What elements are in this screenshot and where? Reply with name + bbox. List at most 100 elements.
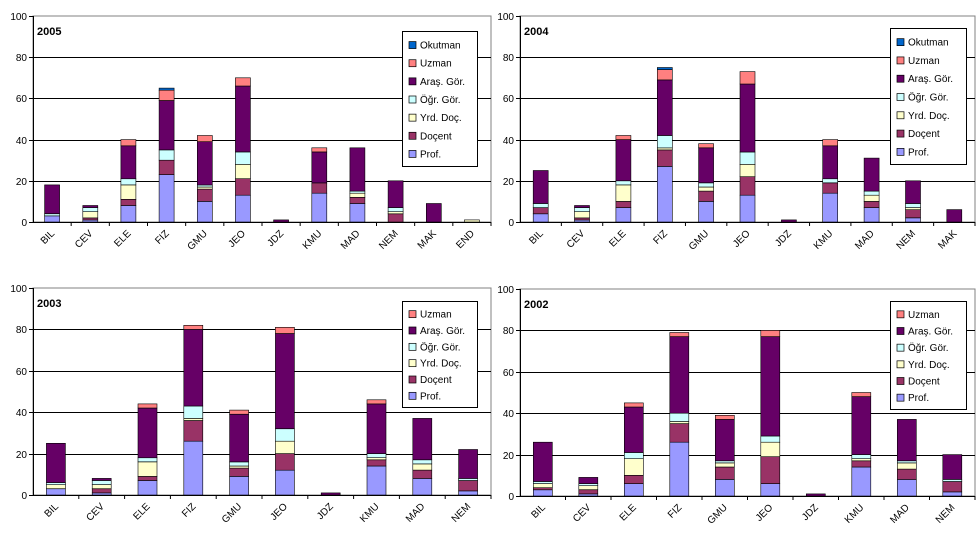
bar-segment xyxy=(412,459,433,465)
bar-segment xyxy=(574,217,590,221)
y-tick-label: 80 xyxy=(503,326,515,337)
legend-swatch xyxy=(896,343,905,352)
y-tick-label: 80 xyxy=(16,325,28,336)
bar-segment xyxy=(275,428,295,442)
bar-segment xyxy=(739,151,756,165)
bar-segment xyxy=(229,461,249,467)
legend-label: Yrd. Doç. xyxy=(420,113,462,124)
bar-segment xyxy=(669,332,690,337)
bar-segment xyxy=(822,192,839,223)
bar-segment xyxy=(387,180,404,208)
legend-swatch xyxy=(408,59,417,68)
bar-segment xyxy=(863,190,880,196)
bar-segment xyxy=(623,474,644,484)
bar-segment xyxy=(197,188,213,202)
legend-swatch xyxy=(896,111,905,120)
x-tick-label: MAK xyxy=(936,228,959,251)
x-tick-label: CEV xyxy=(73,228,96,251)
legend-swatch xyxy=(408,150,417,158)
bar-segment xyxy=(44,184,60,214)
bar-segment xyxy=(656,79,673,136)
bar-segment xyxy=(387,207,404,213)
bar-segment xyxy=(366,457,387,461)
x-tick-label: MAD xyxy=(339,228,363,252)
bar-segment xyxy=(183,324,204,330)
legend-label: Araş. Gör. xyxy=(908,74,953,85)
legend-label: Uzman xyxy=(420,310,452,321)
x-tick-label: MAD xyxy=(888,502,912,526)
bar-segment xyxy=(120,145,137,180)
bar-segment xyxy=(863,194,880,202)
x-tick-label: JEO xyxy=(731,228,753,250)
bar-segment xyxy=(532,441,553,482)
bar-segment xyxy=(532,213,549,223)
bar-segment xyxy=(714,414,735,420)
legend-label: Uzman xyxy=(908,56,940,67)
bar-segment xyxy=(349,147,366,192)
bar-segment xyxy=(656,166,673,223)
legend-swatch xyxy=(896,148,905,156)
x-tick-label: ELE xyxy=(131,501,152,522)
legend: Uzman Araş. Gör. Öğr. Gör. Yrd. Doç. Doçent P… xyxy=(890,301,967,410)
y-tick-label: 20 xyxy=(16,177,28,188)
x-tick-label: BIL xyxy=(527,228,546,247)
y-tick-label: 80 xyxy=(503,53,515,64)
bar-segment xyxy=(91,492,112,496)
bar-segment xyxy=(698,182,714,188)
bar-segment xyxy=(532,483,553,489)
bar-segment xyxy=(851,458,872,462)
bar-segment xyxy=(656,149,673,167)
bar-segment xyxy=(669,412,690,422)
bar-segment xyxy=(183,329,204,407)
bar-segment xyxy=(235,77,251,87)
x-tick-label: FIZ xyxy=(153,228,171,246)
chart-title: 2005 xyxy=(37,26,61,38)
x-tick-label: JEO xyxy=(227,228,249,250)
bar-segment xyxy=(82,211,99,219)
bar-segment xyxy=(275,453,295,471)
bar-segment xyxy=(158,87,175,91)
bar-segment xyxy=(229,465,249,469)
bar-segment xyxy=(574,211,590,219)
bar-segment xyxy=(615,184,632,202)
bar-segment xyxy=(44,215,60,223)
bar-segment xyxy=(349,203,366,223)
bar-segment xyxy=(851,392,872,397)
legend-swatch xyxy=(408,41,417,49)
bar-segment xyxy=(158,174,175,223)
legend: Okutman Uzman Araş. Gör. Öğr. Gör. Yrd. Doç.… xyxy=(402,31,478,167)
legend-swatch xyxy=(408,310,417,319)
bar-segment xyxy=(578,483,599,487)
legend-label: Öğr. Gör. xyxy=(420,94,461,106)
legend-box xyxy=(402,301,478,408)
bar-segment xyxy=(158,100,175,151)
bar-segment xyxy=(623,483,644,497)
bar-segment xyxy=(946,209,963,223)
bar-segment xyxy=(458,449,478,479)
legend-label: Araş. Gör. xyxy=(420,326,465,337)
y-tick-label: 20 xyxy=(503,177,515,188)
y-tick-label: 100 xyxy=(10,12,27,23)
bar-segment xyxy=(120,178,137,186)
chart-2003: 0 20 40 60 80 100 BIL CEV ELE FIZ GMU JEO JDZ KMU MAD N… xyxy=(10,284,492,526)
bar-segment xyxy=(44,213,60,217)
x-tick-label: JDZ xyxy=(800,502,821,523)
bar-segment xyxy=(656,69,673,81)
bar-segment xyxy=(82,205,99,208)
y-tick-label: 20 xyxy=(503,451,515,462)
bar-segment xyxy=(235,194,251,223)
x-tick-label: BIL xyxy=(39,228,58,247)
bar-segment xyxy=(235,178,251,196)
bar-segment xyxy=(412,463,433,471)
y-tick-label: 60 xyxy=(503,368,515,379)
bar-segment xyxy=(851,466,872,497)
bar-segment xyxy=(532,203,549,208)
bar-segment xyxy=(822,145,839,180)
x-tick-label: GMU xyxy=(706,502,730,526)
bar-segment xyxy=(275,469,295,496)
x-tick-label: CEV xyxy=(571,502,594,525)
bar-segment xyxy=(349,190,366,194)
bar-segment xyxy=(760,435,781,443)
legend-label: Yrd. Doç. xyxy=(908,360,950,371)
chart-2005: 0 20 40 60 80 100 BIL CEV ELE FIZ GMU JEO JDZ KMU MAD N… xyxy=(10,12,492,253)
